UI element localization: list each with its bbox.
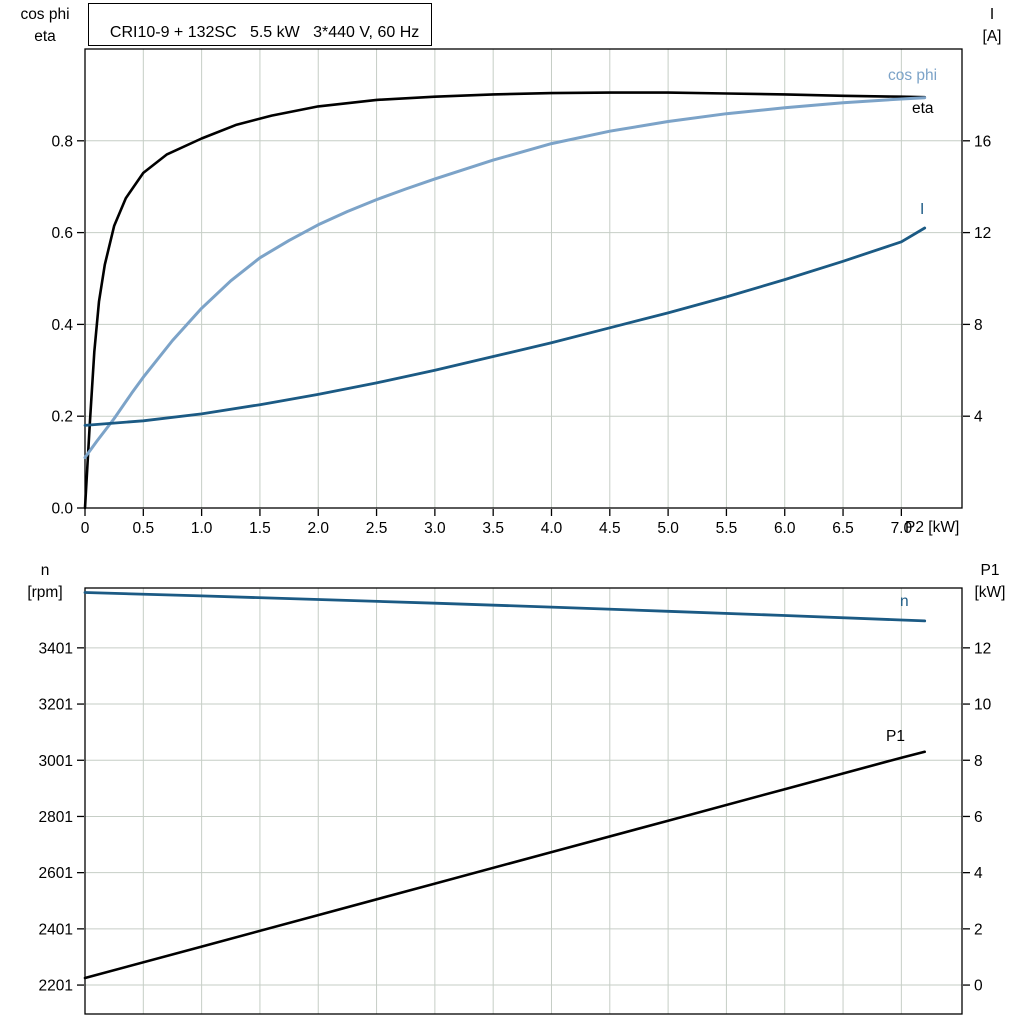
tick-label-left: 2401 [39, 921, 73, 938]
top-chart-left-axis-title: cos phi eta [2, 4, 88, 48]
tick-label-x: 0.5 [133, 520, 155, 537]
plot-area: 0.0 0.2 0.4 0.6 0.8 4 8 12 16 0 0.5 1.0 1.5 2.0 2.5 3.0… [51, 48, 991, 537]
tick-label-right: 12 [974, 640, 991, 657]
bottom-chart-right-axis-title: P1 [kW] [960, 560, 1020, 604]
curve-cos-phi [83, 96, 927, 459]
tick-label-left: 0.4 [51, 317, 73, 334]
axis-title-line: I [989, 6, 995, 23]
tick-label-x: 3.0 [424, 520, 446, 537]
top-chart-right-axis-title: I [A] [964, 4, 1020, 48]
tick-label-x: 1.0 [191, 520, 213, 537]
tick-label-x: 7.0 [891, 520, 913, 537]
axis-title-line: [rpm] [27, 584, 63, 601]
tick-label-x: 1.5 [249, 520, 271, 537]
tick-label-left: 3401 [39, 640, 73, 657]
tick-label-x: 5.5 [716, 520, 738, 537]
tick-label-right: 6 [974, 809, 983, 826]
plot-frame [84, 48, 963, 509]
axis-title-line: [kW] [974, 584, 1006, 601]
tick-label-x: 2.0 [307, 520, 329, 537]
tick-label-x: 0 [81, 520, 90, 537]
tick-label-left: 0.8 [51, 133, 73, 150]
tick-label-left: 0.0 [51, 501, 73, 518]
tick-label-left: 2601 [39, 865, 73, 882]
curve-label-eta: eta [912, 100, 934, 117]
tick-label-left: 2801 [39, 809, 73, 826]
tick-label-left: 2201 [39, 978, 73, 995]
tick-label-right: 16 [974, 133, 991, 150]
chart-title-box: CRI10-9 + 132SC 5.5 kW 3*440 V, 60 Hz [88, 3, 433, 46]
curve-label-speed: n [900, 593, 909, 610]
tick-label-x: 5.0 [657, 520, 679, 537]
tick-label-left: 0.2 [51, 409, 73, 426]
curve-label-p1: P1 [886, 728, 905, 745]
tick-label-right: 8 [974, 753, 983, 770]
tick-label-right: 12 [974, 225, 991, 242]
tick-label-x: 6.5 [832, 520, 854, 537]
chart-title: CRI10-9 + 132SC 5.5 kW 3*440 V, 60 Hz [109, 24, 420, 41]
tick-label-right: 2 [974, 921, 983, 938]
tick-label-x: 6.0 [774, 520, 796, 537]
curve-current [83, 226, 927, 427]
tick-label-right: 0 [974, 978, 983, 995]
tick-label-x: 4.5 [599, 520, 621, 537]
curve-eta [83, 91, 927, 510]
tick-label-left: 0.6 [51, 225, 73, 242]
tick-label-right: 4 [974, 865, 983, 882]
curve-label-cos-phi: cos phi [888, 67, 938, 84]
curve-speed [83, 591, 927, 623]
tick-label-right: 4 [974, 409, 983, 426]
tick-label-x: 2.5 [366, 520, 388, 537]
tick-label-left: 3001 [39, 753, 73, 770]
curve-label-current: I [920, 201, 925, 218]
axis-title-line: [A] [982, 28, 1002, 45]
axis-title-line: eta [34, 28, 56, 45]
tick-label-x: 4.0 [541, 520, 563, 537]
tick-label-left: 3201 [39, 697, 73, 714]
bottom-chart-left-axis-title: n [rpm] [6, 560, 84, 604]
curve-p1 [83, 750, 927, 980]
tick-label-right: 10 [974, 697, 992, 714]
plot-frame [84, 587, 963, 1015]
axis-title-line: n [40, 562, 50, 579]
plot-area: 2201 2401 2601 2801 3001 3201 3401 0 2 4 6 8 10 12 [39, 587, 992, 1015]
tick-label-right: 8 [974, 317, 983, 334]
axis-title-line: cos phi [20, 6, 70, 23]
axis-title-line: P1 [980, 562, 1000, 579]
x-axis-unit-label: P2 [kW] [905, 519, 960, 536]
tick-label-x: 3.5 [482, 520, 504, 537]
